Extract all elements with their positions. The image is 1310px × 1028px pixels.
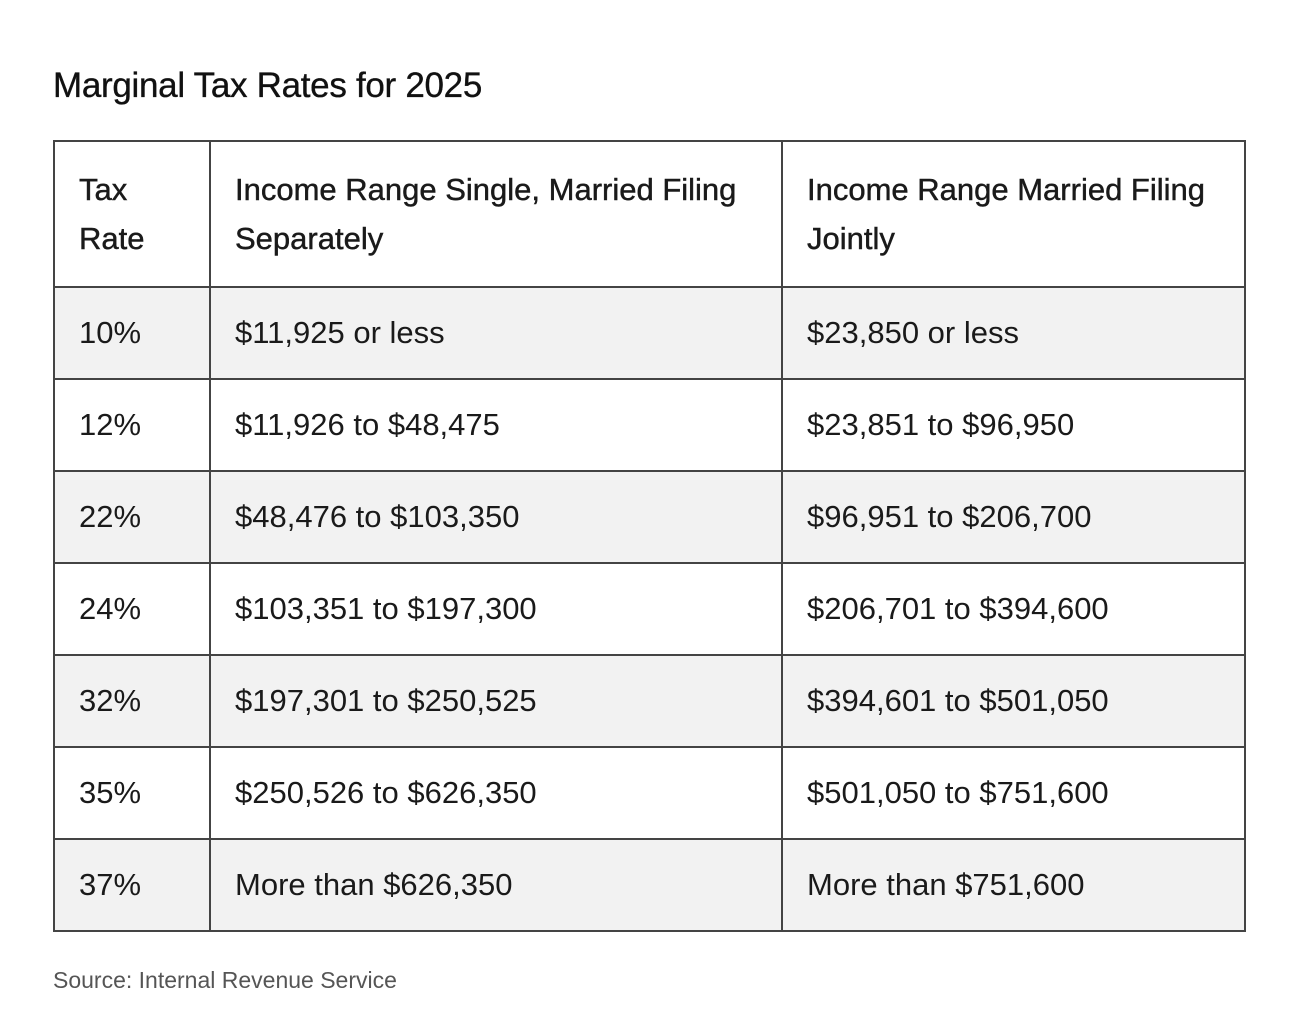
header-row: Tax Rate Income Range Single, Married Fi… — [53, 140, 1246, 288]
page-title: Marginal Tax Rates for 2025 — [53, 66, 483, 105]
cell-income-single: $48,476 to $103,350 — [209, 470, 783, 564]
tax-rates-table: Tax Rate Income Range Single, Married Fi… — [53, 140, 1246, 932]
table-row: 12% $11,926 to $48,475 $23,851 to $96,95… — [53, 378, 1246, 472]
cell-tax-rate: 32% — [53, 654, 211, 748]
cell-income-joint: $96,951 to $206,700 — [781, 470, 1246, 564]
cell-income-single: $11,926 to $48,475 — [209, 378, 783, 472]
cell-tax-rate: 24% — [53, 562, 211, 656]
header-tax-rate: Tax Rate — [53, 140, 211, 288]
cell-tax-rate: 35% — [53, 746, 211, 840]
table-row: 32% $197,301 to $250,525 $394,601 to $50… — [53, 654, 1246, 748]
source-caption: Source: Internal Revenue Service — [53, 967, 397, 993]
cell-income-single: $11,925 or less — [209, 286, 783, 380]
cell-income-joint: $23,850 or less — [781, 286, 1246, 380]
cell-tax-rate: 37% — [53, 838, 211, 932]
table-row: 22% $48,476 to $103,350 $96,951 to $206,… — [53, 470, 1246, 564]
table-row: 10% $11,925 or less $23,850 or less — [53, 286, 1246, 380]
table-header: Tax Rate Income Range Single, Married Fi… — [53, 140, 1246, 288]
cell-tax-rate: 22% — [53, 470, 211, 564]
cell-income-single: $103,351 to $197,300 — [209, 562, 783, 656]
cell-income-joint: $206,701 to $394,600 — [781, 562, 1246, 656]
table-row: 24% $103,351 to $197,300 $206,701 to $39… — [53, 562, 1246, 656]
table-row: 37% More than $626,350 More than $751,60… — [53, 838, 1246, 932]
cell-tax-rate: 12% — [53, 378, 211, 472]
table-body: 10% $11,925 or less $23,850 or less 12% … — [53, 286, 1246, 932]
cell-tax-rate: 10% — [53, 286, 211, 380]
cell-income-joint: $501,050 to $751,600 — [781, 746, 1246, 840]
cell-income-single: $250,526 to $626,350 — [209, 746, 783, 840]
cell-income-joint: $394,601 to $501,050 — [781, 654, 1246, 748]
cell-income-joint: More than $751,600 — [781, 838, 1246, 932]
cell-income-single: $197,301 to $250,525 — [209, 654, 783, 748]
cell-income-joint: $23,851 to $96,950 — [781, 378, 1246, 472]
header-income-single: Income Range Single, Married Filing Sepa… — [209, 140, 783, 288]
table-row: 35% $250,526 to $626,350 $501,050 to $75… — [53, 746, 1246, 840]
header-income-joint: Income Range Married Filing Jointly — [781, 140, 1246, 288]
cell-income-single: More than $626,350 — [209, 838, 783, 932]
